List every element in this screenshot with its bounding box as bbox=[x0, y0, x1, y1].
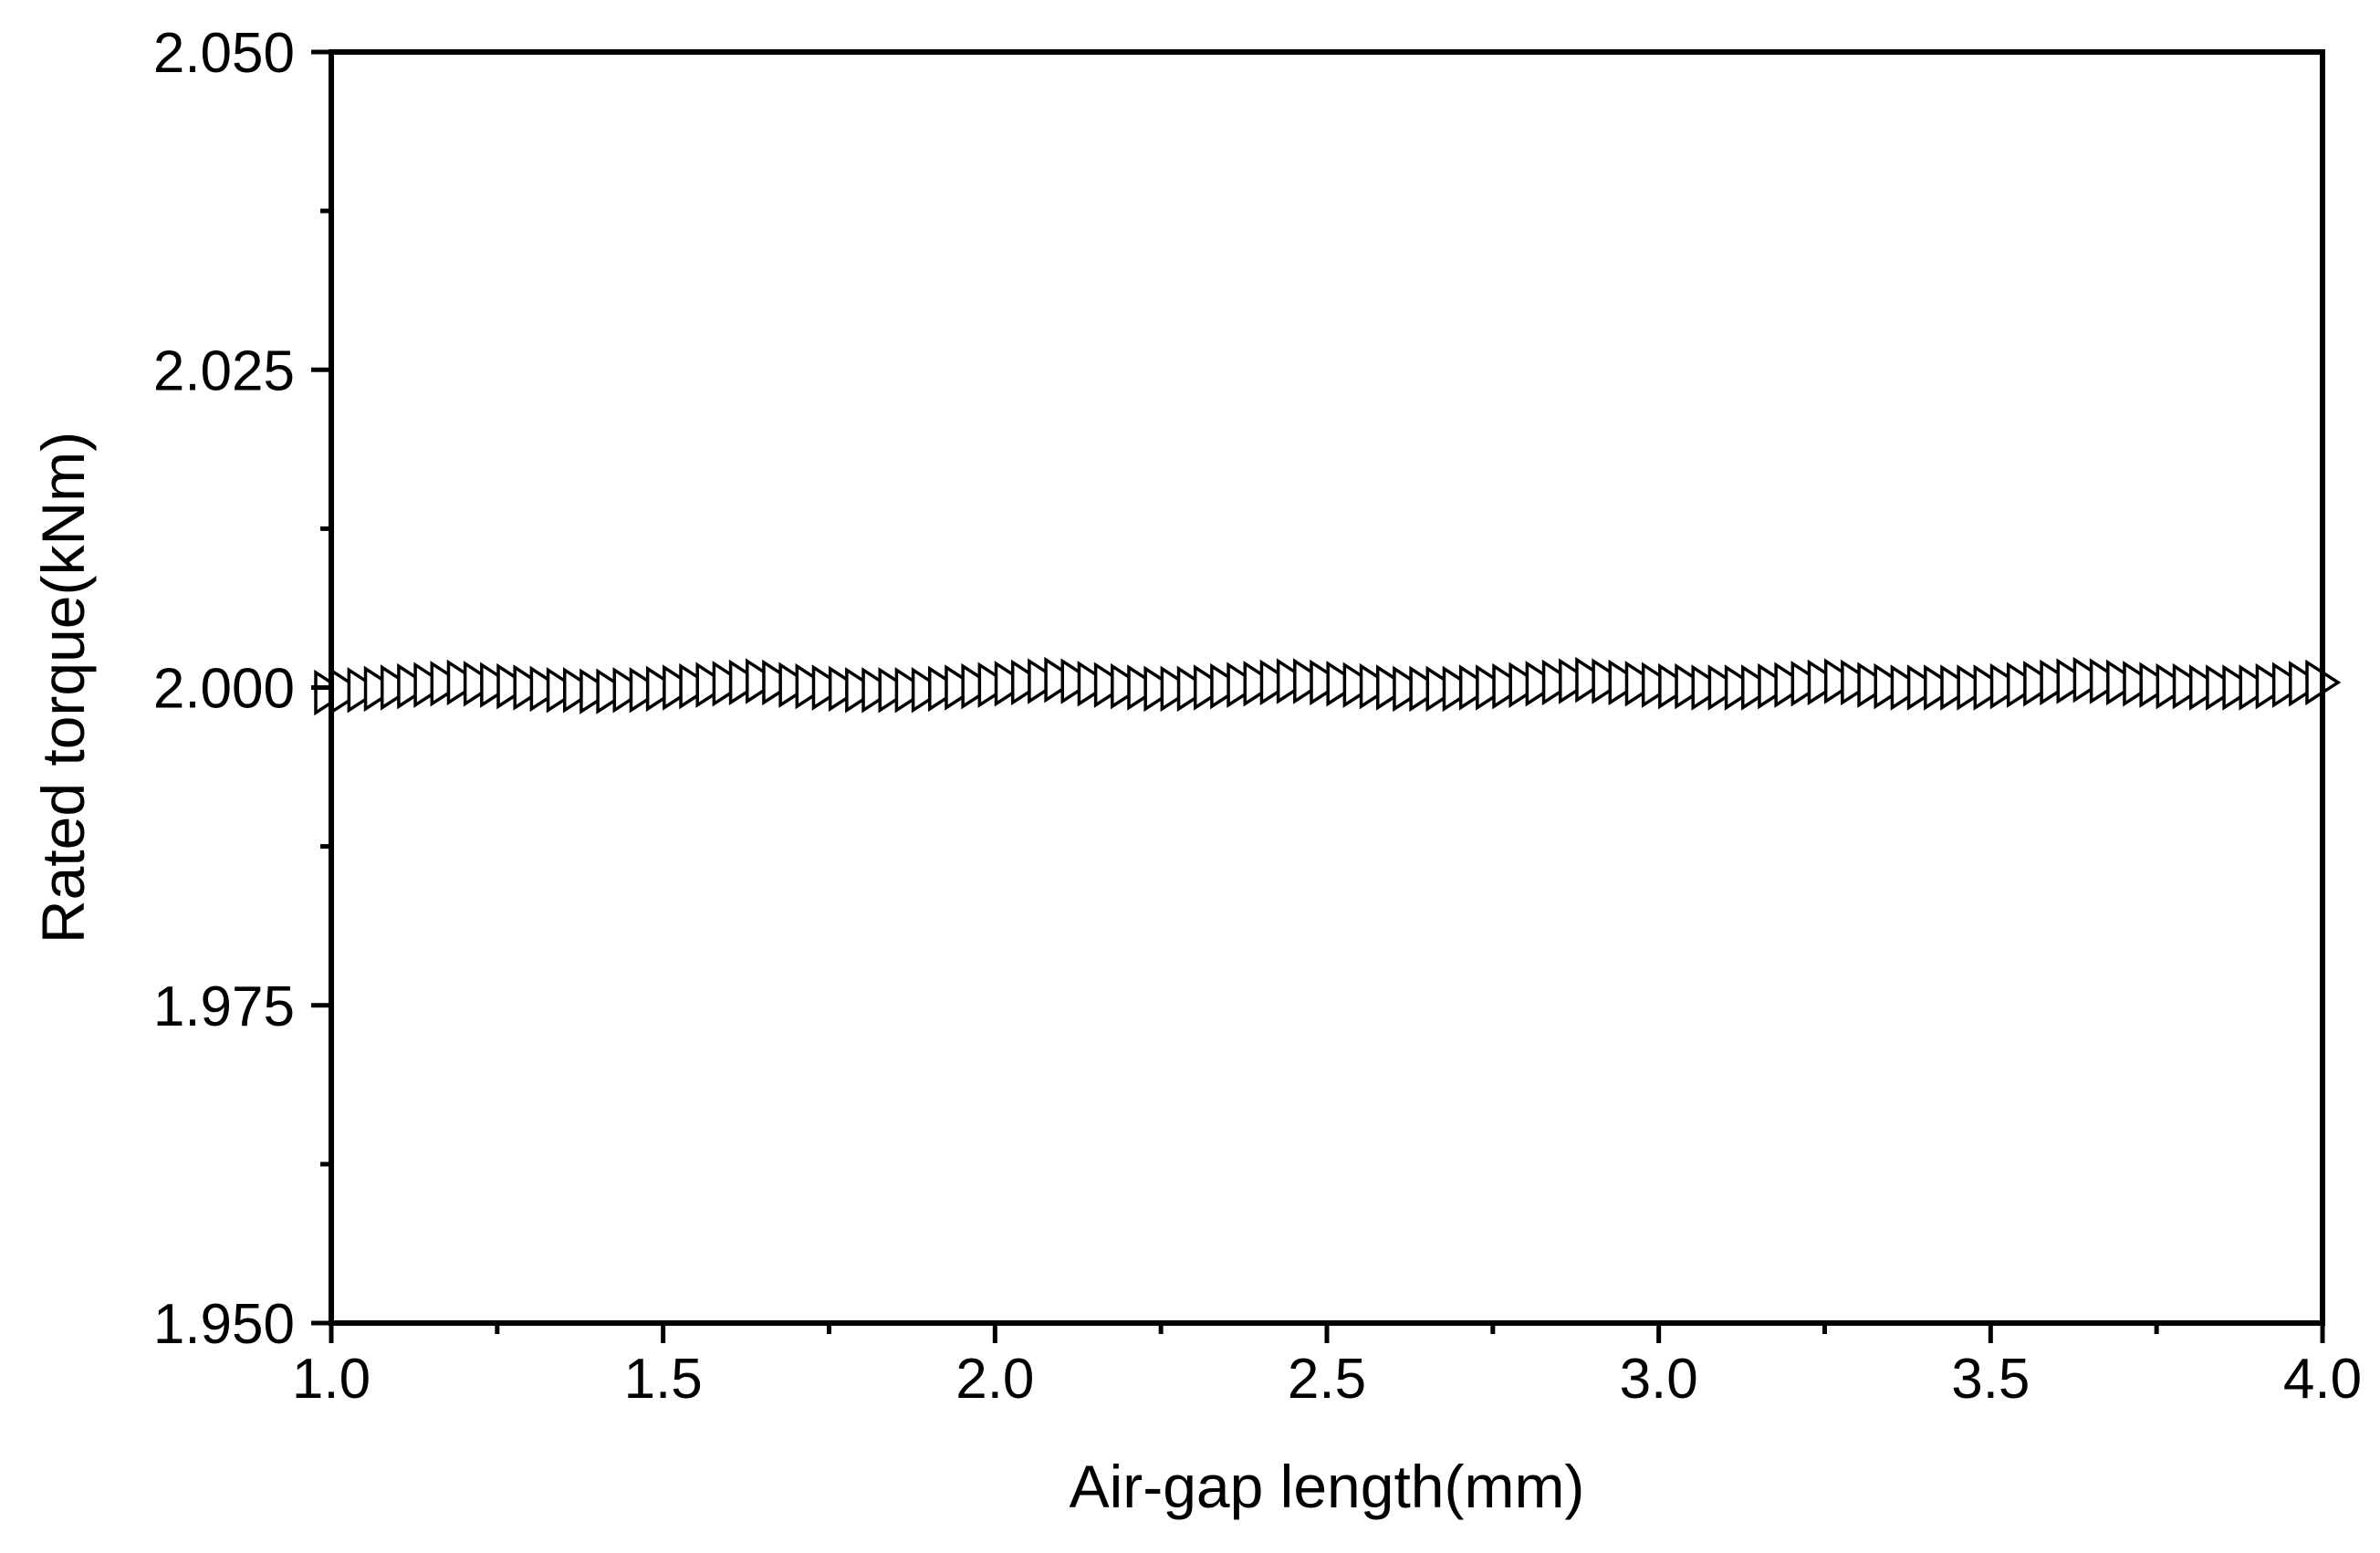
x-tick-label: 1.0 bbox=[292, 1348, 371, 1411]
y-axis-title: Rated torque(kNm) bbox=[29, 432, 97, 943]
x-tick-label: 2.0 bbox=[955, 1348, 1034, 1411]
y-tick-label: 2.025 bbox=[153, 339, 295, 402]
x-tick-label: 4.0 bbox=[2283, 1348, 2362, 1411]
y-tick-label: 1.950 bbox=[153, 1293, 295, 1356]
plot-area bbox=[314, 656, 2342, 716]
x-tick-label: 2.5 bbox=[1288, 1348, 1366, 1411]
y-tick-label: 1.975 bbox=[153, 975, 295, 1038]
axes: 1.0 1.5 2.0 2.5 3.0 3.5 4.0 1.950 1.975 2.000 2.02… bbox=[153, 22, 2362, 1411]
x-tick-label: 3.0 bbox=[1620, 1348, 1698, 1411]
x-tick-label: 1.5 bbox=[624, 1348, 703, 1411]
x-axis-title: Air-gap length(mm) bbox=[1070, 1453, 1585, 1520]
x-tick-label: 3.5 bbox=[1951, 1348, 2030, 1411]
y-tick-label: 2.000 bbox=[153, 658, 295, 721]
y-tick-label: 2.050 bbox=[153, 22, 295, 85]
